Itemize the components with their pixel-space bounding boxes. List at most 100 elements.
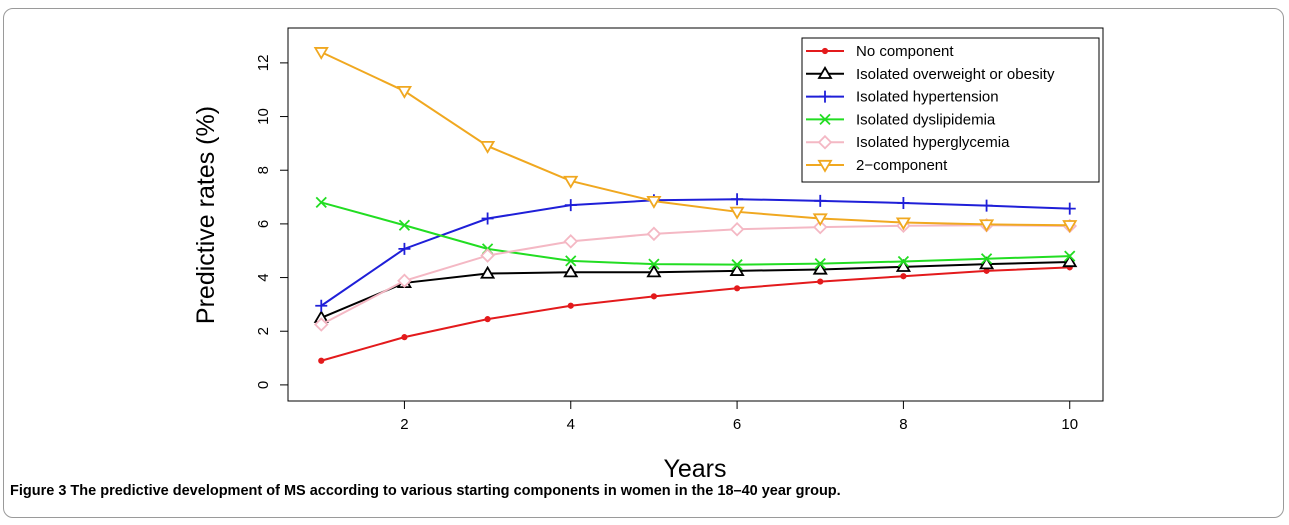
data-point [819,90,831,103]
data-point [313,47,329,60]
y-tick-label: 8 [255,166,272,174]
series-isolated-hyperglycemia [313,217,1078,332]
figure-caption: Figure 3 The predictive development of M… [10,483,841,499]
series-line [320,266,1070,362]
data-point [563,175,579,189]
data-point [731,193,744,206]
y-tick-label: 12 [255,55,272,72]
data-point [650,293,658,300]
legend-item: Isolated overweight or obesity [806,66,1055,83]
legend-item: Isolated hyperglycemia [806,134,1010,151]
data-point [1063,202,1076,215]
data-point [729,206,745,220]
data-point [563,234,579,249]
data-point [812,213,828,227]
data-point [401,334,408,341]
data-point [980,253,993,265]
legend-item: Isolated dyslipidemia [806,111,996,128]
data-point [897,196,910,209]
x-axis-title: Years [663,455,726,483]
x-tick-label: 8 [899,416,907,433]
y-axis-title: Predictive rates (%) [192,106,220,324]
series-line [321,201,1070,266]
x-tick-label: 2 [400,416,408,433]
data-point [1064,250,1076,262]
data-point [480,248,495,263]
x-tick-label: 6 [733,416,741,433]
data-point [1062,254,1078,268]
data-point [315,196,327,209]
series-layer [313,47,1078,364]
legend-label: No component [856,43,954,60]
data-point [812,261,828,275]
data-point [646,195,662,209]
series-isolated-hypertension [315,193,1076,312]
data-point [481,212,494,225]
data-point [313,317,329,332]
data-point [398,242,411,255]
data-point [729,263,745,276]
legend: No component Isolated overweight or obesi… [801,37,1100,183]
series-line [320,224,1070,326]
data-point [563,264,579,278]
series-isolated-overweight-or-obesity [313,254,1078,323]
data-point [897,255,910,268]
data-point [821,47,829,55]
legend-box [801,37,1100,183]
series-isolated-dyslipidemia [315,196,1076,271]
x-tick-label: 4 [567,416,575,433]
legend-label: Isolated dyslipidemia [856,111,996,128]
legend-label: Isolated hypertension [856,89,999,106]
series-line [320,260,1070,319]
data-point [397,273,412,289]
data-point [398,219,411,231]
data-point [817,134,833,150]
legend-label: Isolated hyperglycemia [856,134,1010,151]
data-point [731,259,743,271]
data-point [817,278,824,285]
data-point [646,226,662,242]
series-2-component [313,47,1078,234]
data-point [318,357,325,364]
series-no-component [318,264,1073,364]
y-tick-label: 2 [255,327,272,335]
legend-item: Isolated hypertension [806,89,999,106]
plot-area [287,27,1104,402]
data-point [480,140,496,154]
data-point [565,255,577,267]
y-axis: 0 2 4 6 8 10 12 [255,55,288,389]
data-point [1062,220,1078,234]
data-point [900,273,907,280]
data-point [978,256,995,270]
data-point [729,221,745,237]
data-point [814,257,826,270]
y-tick-label: 10 [255,108,272,125]
data-point [895,259,911,272]
data-point [484,316,491,323]
y-tick-label: 6 [255,220,272,228]
y-tick-label: 0 [255,381,272,389]
data-point [567,302,574,309]
data-point [315,299,328,312]
data-point [895,217,911,231]
figure-frame [3,8,1284,518]
data-point [817,66,833,79]
legend-label: Isolated overweight or obesity [856,66,1055,83]
y-tick-label: 4 [255,273,272,281]
data-point [980,199,993,212]
x-axis: 2 4 6 8 10 [400,401,1078,433]
data-point [812,219,828,235]
legend-item: No component [806,43,954,60]
data-point [564,199,577,212]
x-tick-label: 10 [1061,416,1078,433]
data-point [480,265,496,279]
legend-item: 2−component [806,157,948,174]
data-point [733,285,741,292]
data-point [648,258,660,270]
data-point [814,194,827,207]
data-point [978,219,995,233]
series-line [320,51,1070,227]
legend-label: 2−component [856,157,948,174]
data-point [646,264,662,278]
